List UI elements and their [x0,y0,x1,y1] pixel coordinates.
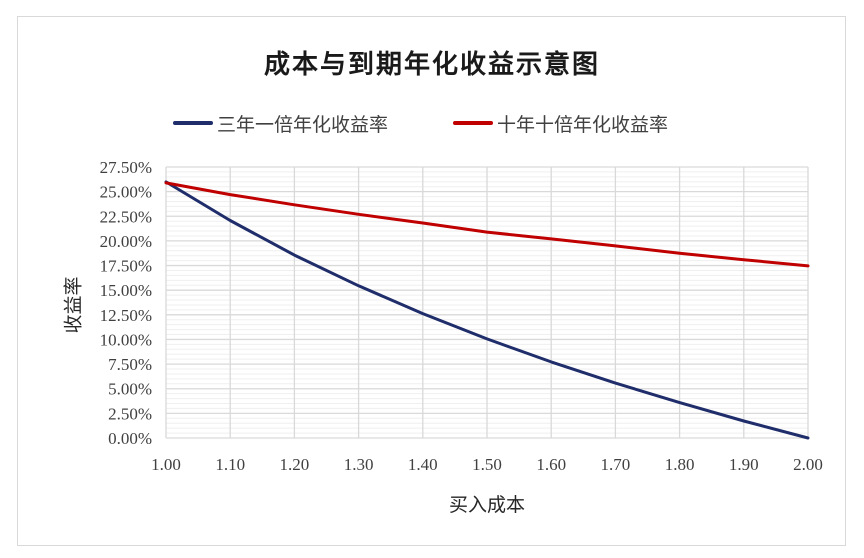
x-tick-label: 2.00 [793,455,823,474]
y-tick-label: 0.00% [108,429,152,448]
x-tick-label: 1.30 [344,455,374,474]
legend-label: 十年十倍年化收益率 [497,113,669,136]
chart-title: 成本与到期年化收益示意图 [263,50,600,80]
y-tick-label: 5.00% [108,380,152,399]
y-tick-label: 12.50% [100,306,152,325]
y-tick-label: 25.00% [100,183,152,202]
legend-item-ten-year: 十年十倍年化收益率 [453,108,668,138]
y-axis-ticks: 0.00% 2.50% 5.00% 7.50% 10.00% 12.50% 15.00% 17… [100,158,152,448]
legend: 三年一倍年化收益率 十年十倍年化收益率 [0,108,864,138]
legend-swatch-icon [173,121,213,125]
x-tick-label: 1.00 [151,455,181,474]
series-ten-year-line [164,181,810,268]
y-tick-label: 20.00% [100,232,152,251]
major-gridlines [165,166,809,439]
x-tick-label: 1.60 [536,455,566,474]
legend-swatch-icon [453,121,493,125]
y-tick-label: 7.50% [108,355,152,374]
x-axis-ticks: 1.00 1.10 1.20 1.30 1.40 1.50 1.60 1.70 1.80 1.90… [151,455,823,474]
data-series [164,180,810,440]
y-tick-label: 17.50% [100,257,152,276]
x-tick-label: 1.10 [215,455,245,474]
y-tick-label: 10.00% [100,330,152,349]
y-tick-label: 27.50% [100,158,152,177]
x-tick-label: 1.50 [472,455,502,474]
y-axis-label: 收益率 [62,276,85,334]
x-tick-label: 1.90 [729,455,759,474]
y-tick-label: 2.50% [108,404,152,423]
x-tick-label: 1.70 [601,455,631,474]
x-tick-label: 1.40 [408,455,438,474]
x-tick-label: 1.80 [665,455,695,474]
y-tick-label: 22.50% [100,207,152,226]
x-tick-label: 1.20 [280,455,310,474]
legend-item-three-year: 三年一倍年化收益率 [173,108,388,138]
series-three-year-line [164,180,810,440]
chart-frame [17,16,846,546]
y-tick-label: 15.00% [100,281,152,300]
legend-label: 三年一倍年化收益率 [217,113,389,136]
x-axis-label: 买入成本 [448,494,525,516]
